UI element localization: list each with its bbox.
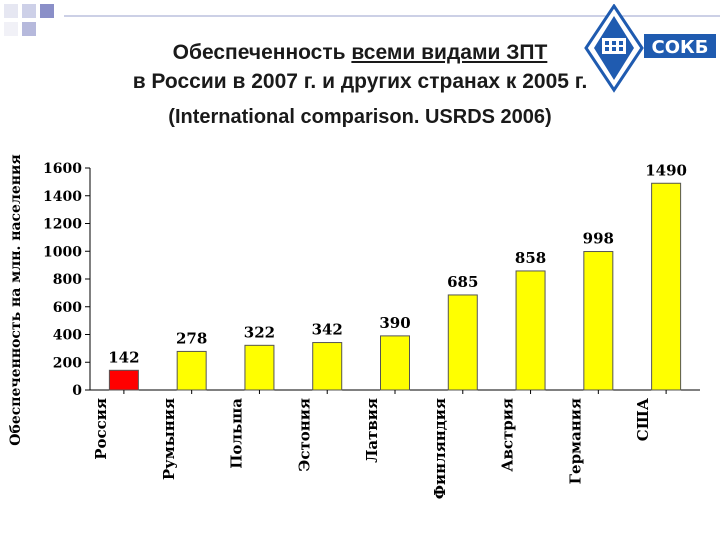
x-tick-label: Польша bbox=[228, 398, 246, 469]
logo-text: СОКБ bbox=[652, 37, 709, 58]
y-tick-label: 400 bbox=[53, 328, 82, 344]
deco-square bbox=[4, 4, 18, 18]
y-tick-label: 0 bbox=[72, 383, 82, 399]
data-label: 858 bbox=[515, 249, 546, 267]
x-tick-label: Россия bbox=[92, 398, 110, 460]
chart-subtitle: (International comparison. USRDS 2006) bbox=[168, 106, 552, 128]
data-label: 322 bbox=[244, 323, 275, 341]
bar bbox=[380, 335, 410, 391]
y-tick-label: 1400 bbox=[43, 189, 82, 205]
bar bbox=[651, 182, 682, 391]
data-label: 342 bbox=[312, 321, 343, 339]
chart-title-line-1: Обеспеченность всеми видами ЗПТ bbox=[0, 41, 720, 65]
bar bbox=[176, 350, 207, 391]
data-label: 390 bbox=[379, 314, 410, 332]
x-tick-label: Финляндия bbox=[431, 398, 449, 499]
x-tick-label: Эстония bbox=[295, 398, 313, 472]
y-tick-label: 200 bbox=[53, 355, 82, 371]
title-underlined-part: всеми видами ЗПТ bbox=[351, 41, 548, 64]
bar bbox=[244, 344, 275, 391]
bar bbox=[515, 270, 546, 391]
data-label: 278 bbox=[176, 329, 207, 347]
x-tick-label: США bbox=[634, 397, 652, 441]
x-tick-label: Австрия bbox=[499, 398, 517, 472]
title-part: Обеспеченность bbox=[172, 41, 352, 64]
bar bbox=[108, 369, 139, 391]
y-tick-label: 800 bbox=[53, 272, 82, 288]
data-label: 998 bbox=[583, 230, 614, 248]
y-tick-label: 1600 bbox=[43, 161, 82, 177]
deco-square bbox=[4, 22, 18, 36]
y-tick-label: 600 bbox=[53, 300, 82, 316]
deco-square bbox=[22, 22, 36, 36]
y-axis-label: Обеспеченность на млн. населения bbox=[8, 154, 24, 445]
bar bbox=[583, 251, 614, 391]
deco-square bbox=[22, 4, 36, 18]
x-tick-label: Румыния bbox=[160, 398, 178, 480]
y-tick-label: 1200 bbox=[43, 217, 82, 233]
data-label: 142 bbox=[108, 348, 139, 366]
y-tick-label: 1000 bbox=[43, 244, 82, 260]
x-tick-label: Латвия bbox=[363, 398, 381, 463]
chart-title-line-2: в России в 2007 г. и других странах к 20… bbox=[132, 70, 588, 93]
data-label: 1490 bbox=[645, 161, 687, 179]
bar bbox=[447, 294, 478, 391]
data-label: 685 bbox=[447, 273, 478, 291]
logo-text-bg bbox=[644, 34, 716, 58]
x-tick-label: Германия bbox=[566, 398, 584, 484]
sokb-logo: СОКБ bbox=[584, 4, 716, 93]
deco-square bbox=[40, 4, 54, 18]
bar bbox=[312, 342, 343, 391]
